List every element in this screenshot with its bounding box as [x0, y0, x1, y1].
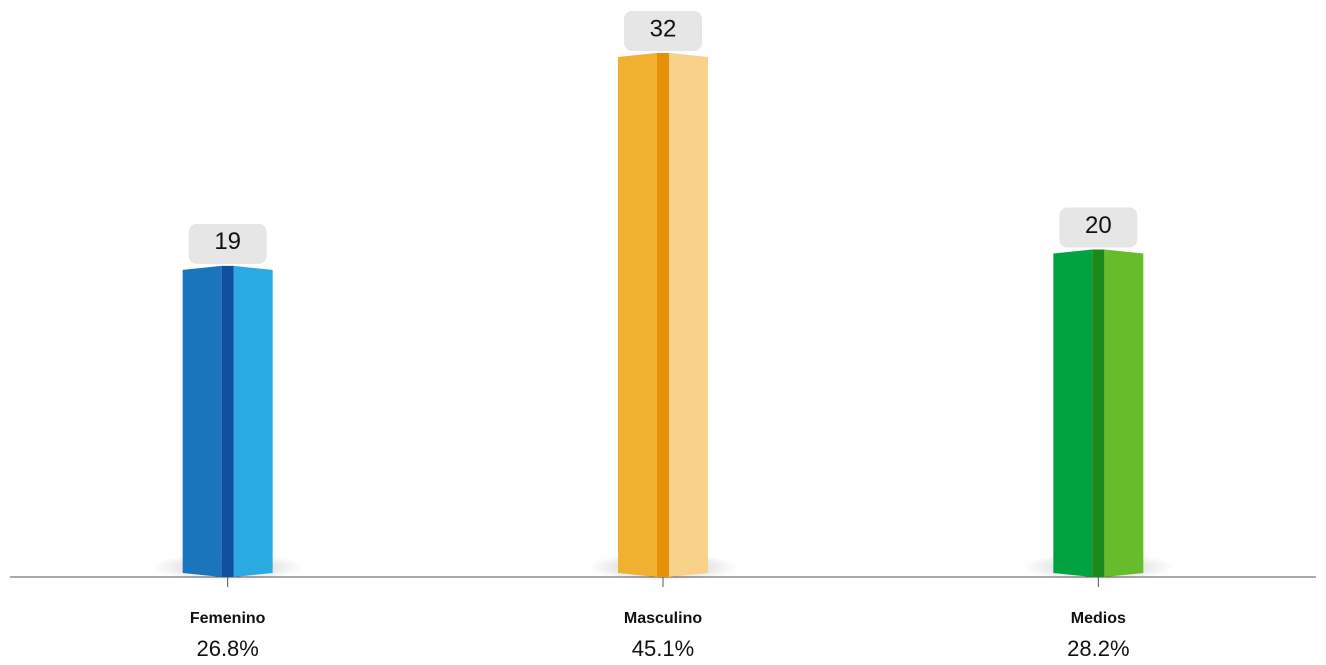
value-label: 32 [650, 15, 677, 42]
bar [618, 53, 708, 577]
bar-ridge [657, 53, 669, 577]
share-label: 26.8% [196, 636, 258, 661]
bar [1053, 249, 1144, 577]
bar-ridge [1092, 249, 1105, 577]
value-label: 20 [1085, 212, 1112, 239]
bar-left-face [618, 53, 657, 577]
share-label: 28.2% [1067, 636, 1129, 661]
x-tick-label: Masculino [624, 610, 702, 627]
x-tick-label: Medios [1071, 610, 1126, 627]
value-label: 19 [214, 228, 241, 255]
value-label-box [1059, 207, 1138, 248]
bar [182, 265, 273, 577]
bar-right-face [669, 53, 708, 577]
bar-ridge [221, 265, 234, 577]
share-label: 45.1% [632, 636, 694, 661]
value-label-box [188, 223, 267, 264]
x-tick-label: Femenino [190, 610, 266, 627]
value-label-box [624, 11, 702, 51]
bar-left-face [182, 265, 222, 577]
bar-left-face [1053, 249, 1093, 577]
bar-right-face [1104, 249, 1144, 577]
bar-right-face [233, 265, 273, 577]
